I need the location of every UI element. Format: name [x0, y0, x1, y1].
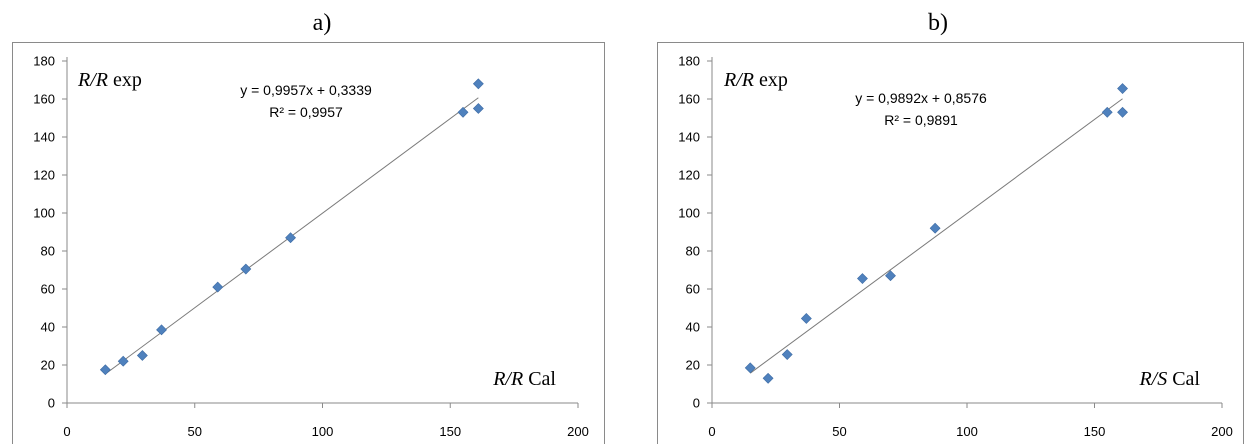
y-axis-label: R/R exp [77, 69, 142, 91]
y-tick-label: 180 [678, 54, 700, 69]
data-point [1117, 83, 1128, 94]
data-point [762, 372, 774, 384]
y-tick-label: 20 [41, 358, 55, 373]
x-tick-label: 150 [439, 424, 461, 439]
x-tick-label: 50 [832, 424, 846, 439]
x-tick-label: 200 [1211, 424, 1233, 439]
y-tick-label: 0 [693, 396, 700, 411]
trendline [749, 98, 1123, 374]
trendline-equation: y = 0,9892x + 0,8576 [855, 90, 987, 106]
data-point [99, 364, 111, 376]
y-tick-label: 0 [48, 396, 55, 411]
x-tick-label: 50 [188, 424, 202, 439]
data-point [472, 103, 484, 114]
data-point [1117, 106, 1128, 118]
data-point [744, 362, 756, 374]
y-tick-label: 60 [41, 282, 55, 297]
x-axis-label: R/R Cal [492, 368, 556, 390]
y-tick-label: 100 [678, 206, 700, 221]
data-point [857, 273, 868, 284]
y-tick-label: 80 [41, 244, 55, 259]
r-squared-label: R² = 0,9957 [269, 104, 343, 120]
y-tick-label: 160 [33, 92, 55, 107]
data-point [929, 222, 941, 234]
y-tick-label: 120 [33, 168, 55, 183]
x-tick-label: 150 [1084, 424, 1106, 439]
y-tick-label: 80 [686, 244, 700, 259]
x-tick-label: 100 [956, 424, 978, 439]
trendline-equation: y = 0,9957x + 0,3339 [240, 82, 372, 98]
y-tick-label: 40 [686, 320, 700, 335]
y-tick-label: 40 [41, 320, 55, 335]
data-point [1101, 106, 1113, 118]
y-tick-label: 140 [678, 130, 700, 145]
y-tick-label: 120 [678, 168, 700, 183]
data-point [885, 270, 896, 282]
data-point [156, 324, 167, 336]
data-point [457, 106, 469, 118]
chart-panel-b: b) 0 20 40 60 80 100 120 140 160 180 0 50 100 150 200 R/… [657, 10, 1244, 444]
y-tick-label: 160 [678, 92, 700, 107]
chart-panel-a: a) 0 20 40 60 80 100 120 140 160 180 0 50 100 150 200 R/… [12, 10, 605, 444]
y-tick-label: 60 [686, 282, 700, 297]
chart-frame [12, 42, 605, 444]
x-tick-label: 0 [708, 424, 715, 439]
data-point [212, 281, 224, 293]
chart-frame [657, 42, 1244, 444]
data-point [781, 349, 793, 360]
y-tick-label: 20 [686, 358, 700, 373]
panel-title: b) [928, 10, 948, 36]
y-tick-label: 100 [33, 206, 55, 221]
data-point [472, 78, 484, 90]
y-tick-label: 140 [33, 130, 55, 145]
x-tick-label: 200 [567, 424, 589, 439]
data-point [800, 313, 812, 324]
r-squared-label: R² = 0,9891 [884, 112, 958, 128]
y-axis-label: R/R exp [723, 69, 788, 91]
x-tick-label: 0 [63, 424, 70, 439]
x-tick-label: 100 [312, 424, 334, 439]
x-axis-label: R/S Cal [1138, 368, 1200, 390]
y-tick-label: 180 [33, 54, 55, 69]
data-point [285, 232, 296, 244]
data-point [240, 263, 252, 275]
panel-title: a) [313, 10, 332, 36]
data-point [136, 350, 148, 361]
data-point [117, 355, 129, 367]
